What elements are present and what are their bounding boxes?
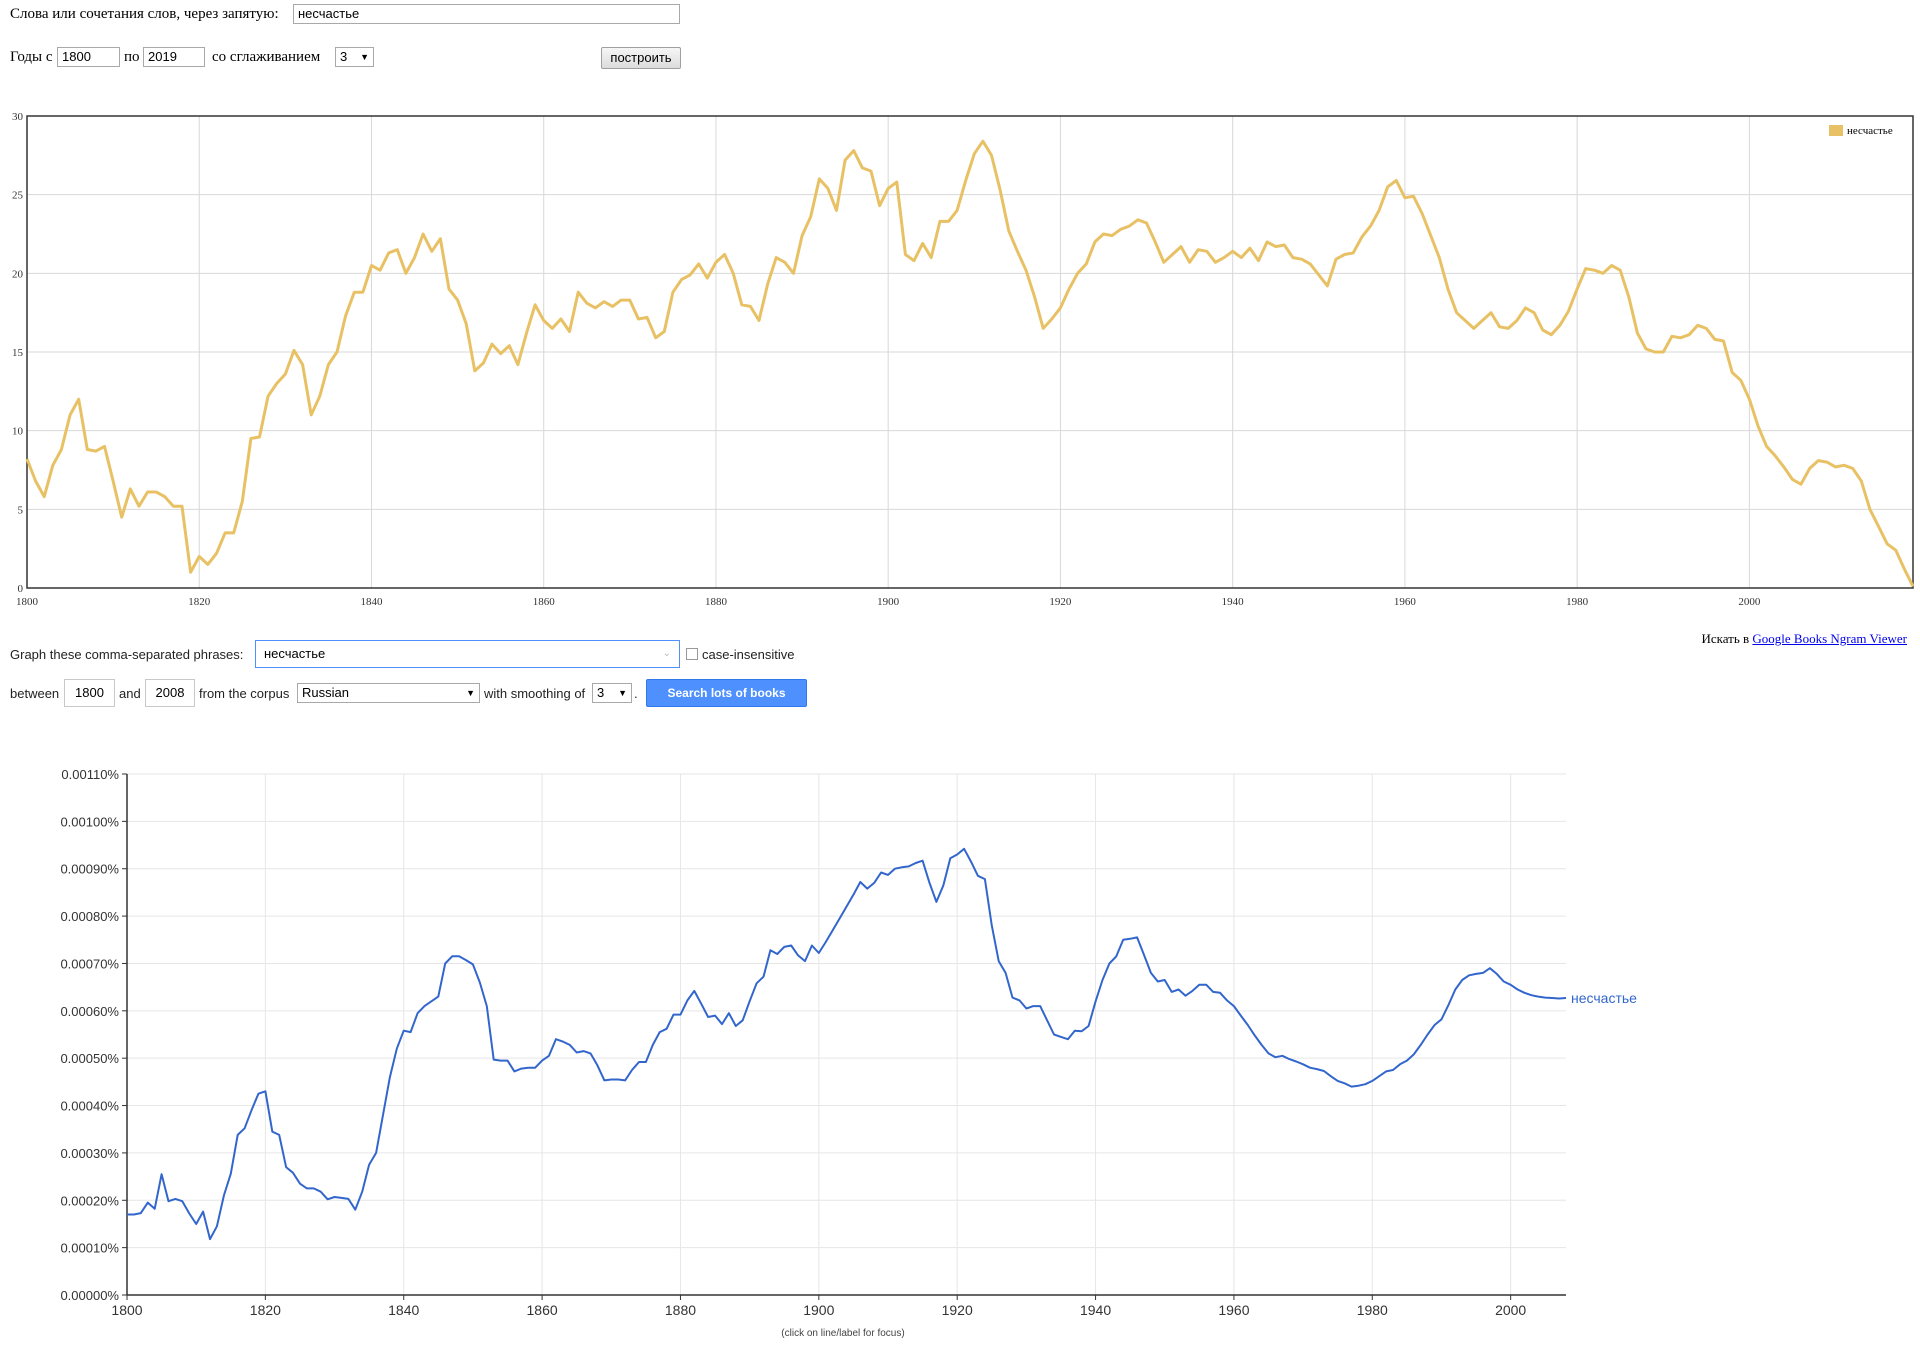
y-tick-label: 10 (12, 426, 24, 438)
case-insensitive-checkbox[interactable] (686, 648, 698, 660)
en-smoothing-value: 3 (597, 685, 605, 700)
y-tick-label: 30 (12, 111, 24, 123)
x-tick-label: 1920 (1049, 596, 1072, 608)
y-tick-label: 0.00070% (60, 956, 119, 971)
corpus-select[interactable]: Russian ▼ (297, 683, 480, 703)
ru-search-form: Слова или сочетания слов, через запятую:… (0, 0, 1920, 100)
chart-frame (26, 115, 1914, 589)
en-ngram-chart: 0.00000% 0.00010% 0.00020% 0.00030% 0.00040%… (60, 767, 1637, 1339)
series-line-en[interactable] (127, 847, 1567, 1241)
en-year-from-input[interactable]: 1800 (64, 679, 115, 707)
x-tick-label: 1840 (360, 596, 383, 608)
ru-ngram-chart: 0 5 10 15 20 25 30 1800 1820 1840 1860 1880 1900 192… (12, 111, 1915, 608)
x-tick-label: 2000 (1738, 596, 1761, 608)
year-from-input[interactable]: 1800 (57, 47, 120, 67)
phrases-label: Слова или сочетания слов, через запятую: (10, 6, 279, 22)
y-tick-label: 25 (12, 190, 24, 202)
case-insensitive-label: case-insensitive (702, 647, 795, 662)
input-chevron-icon: ⌄ (662, 648, 671, 659)
x-tick-label: 2000 (1495, 1302, 1526, 1318)
x-tick-label: 1800 (111, 1302, 142, 1318)
chart-footnote: (click on line/label for focus) (781, 1328, 904, 1339)
x-tick-label: 1900 (803, 1302, 834, 1318)
x-tick-label: 1920 (942, 1302, 973, 1318)
x-tick-label: 1860 (533, 596, 556, 608)
x-tick-label: 1960 (1218, 1302, 1249, 1318)
dropdown-arrow-icon: ▼ (466, 688, 475, 698)
corpus-value: Russian (302, 685, 349, 700)
y-tick-label: 15 (12, 347, 24, 359)
google-books-link-line: Искать в Google Books Ngram Viewer (1701, 631, 1907, 647)
smoothing-select[interactable]: 3 ▼ (335, 47, 374, 67)
x-tick-label: 1820 (250, 1302, 281, 1318)
series-label[interactable]: несчастье (1571, 990, 1637, 1006)
search-books-button[interactable]: Search lots of books (646, 679, 807, 707)
y-tick-label: 0.00100% (60, 814, 119, 829)
year-to-input[interactable]: 2019 (143, 47, 205, 67)
x-tick-label: 1940 (1080, 1302, 1111, 1318)
google-books-ngram-link[interactable]: Google Books Ngram Viewer (1752, 631, 1907, 646)
dropdown-arrow-icon: ▼ (618, 688, 627, 698)
x-tick-label: 1960 (1394, 596, 1417, 608)
smoothing-value: 3 (340, 49, 348, 64)
smoothing-label: со сглаживанием (212, 49, 321, 65)
en-phrases-value: несчастье (264, 646, 326, 661)
period-text: . (634, 686, 638, 701)
y-tick-label: 5 (18, 504, 24, 516)
y-tick-label: 0.00030% (60, 1146, 119, 1161)
x-tick-label: 1800 (16, 596, 39, 608)
phrases-input[interactable]: несчастье (293, 4, 680, 24)
series-line-ru[interactable] (25, 139, 1915, 588)
y-tick-label: 0.00000% (60, 1288, 119, 1303)
x-tick-label: 1900 (877, 596, 900, 608)
y-tick-label: 0.00080% (60, 909, 119, 924)
x-tick-label: 1880 (705, 596, 728, 608)
y-tick-label: 0.00010% (60, 1241, 119, 1256)
dropdown-arrow-icon: ▼ (360, 52, 369, 62)
corpus-label: from the corpus (199, 686, 290, 701)
en-smoothing-select[interactable]: 3 ▼ (592, 683, 632, 703)
x-tick-label: 1980 (1566, 596, 1589, 608)
to-label: по (124, 49, 140, 65)
graph-phrases-label: Graph these comma-separated phrases: (10, 647, 244, 662)
years-label: Годы с (10, 49, 53, 65)
y-tick-label: 0.00090% (60, 862, 119, 877)
y-tick-label: 0 (18, 583, 24, 595)
x-tick-label: 1940 (1222, 596, 1245, 608)
and-label: and (119, 686, 141, 701)
legend-label: несчастье (1847, 125, 1893, 137)
en-phrases-input[interactable]: несчастье ⌄ (255, 640, 680, 668)
y-tick-label: 0.00020% (60, 1193, 119, 1208)
x-tick-label: 1860 (527, 1302, 558, 1318)
x-tick-label: 1820 (188, 596, 211, 608)
y-tick-label: 0.00060% (60, 1004, 119, 1019)
x-tick-label: 1880 (665, 1302, 696, 1318)
en-year-to-input[interactable]: 2008 (145, 679, 195, 707)
smoothing-of-label: with smoothing of (484, 686, 586, 701)
y-tick-label: 0.00040% (60, 1099, 119, 1114)
x-tick-label: 1980 (1357, 1302, 1388, 1318)
search-in-label: Искать в (1701, 631, 1750, 646)
between-label: between (10, 686, 60, 701)
chart-legend: несчастье (1829, 125, 1893, 137)
y-tick-label: 0.00110% (61, 767, 119, 782)
legend-swatch (1829, 125, 1843, 136)
y-tick-label: 20 (12, 268, 24, 280)
y-tick-label: 0.00050% (60, 1051, 119, 1066)
x-tick-label: 1840 (388, 1302, 419, 1318)
build-button[interactable]: построить (601, 47, 681, 69)
